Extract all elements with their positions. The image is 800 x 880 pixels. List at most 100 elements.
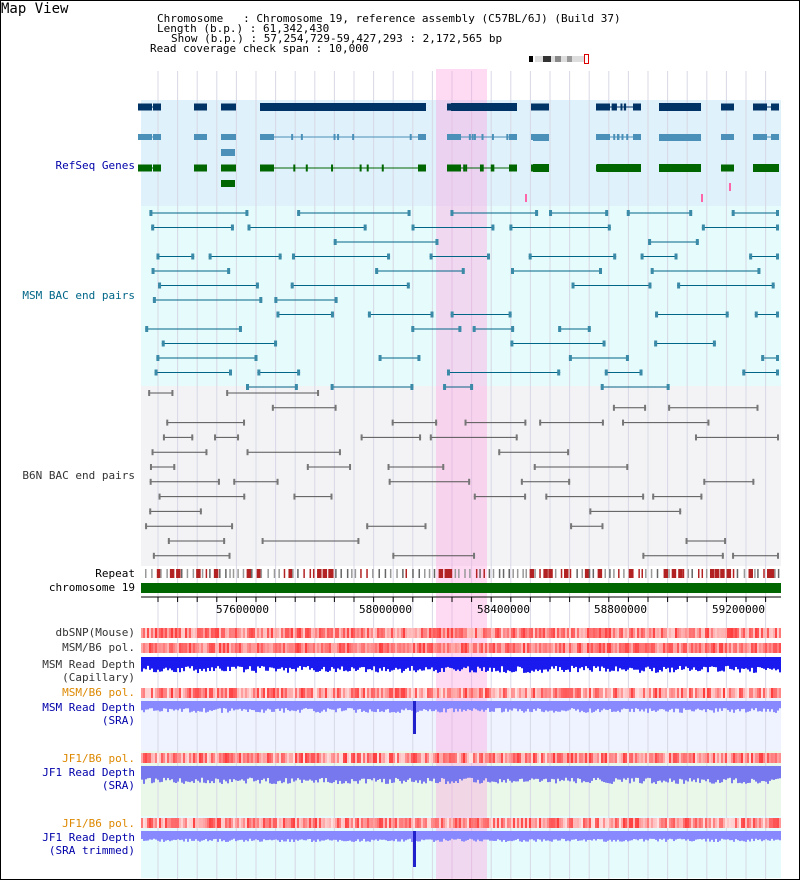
heat-cell	[469, 643, 471, 653]
depth-bar	[633, 657, 635, 670]
heat-cell	[277, 818, 279, 828]
depth-bar	[597, 831, 599, 840]
depth-bar	[647, 831, 649, 841]
depth-bar	[399, 657, 401, 669]
depth-bar	[209, 701, 211, 711]
heat-cell	[159, 643, 161, 653]
heat-cell	[663, 688, 665, 698]
depth-bar	[161, 657, 163, 672]
refseq-genes-label[interactable]: RefSeq Genes	[55, 159, 135, 172]
heat-cell	[571, 628, 573, 638]
msm-bac-label[interactable]: MSM BAC end pairs	[22, 289, 135, 302]
bac-end-marker	[330, 493, 333, 500]
msm-b6-pol-label[interactable]: MSM/B6 pol.	[62, 641, 135, 654]
heat-cell	[267, 818, 269, 828]
jf1-b6-pol2-label[interactable]: JF1/B6 pol.	[62, 817, 135, 830]
depth-bar	[587, 657, 589, 669]
depth-bar	[731, 701, 733, 710]
depth-bar	[287, 657, 289, 673]
gene-exon	[624, 103, 627, 111]
repeat-element	[687, 569, 690, 578]
heat-cell	[603, 643, 605, 653]
depth-bar	[157, 701, 159, 711]
heat-cell	[341, 628, 343, 638]
depth-bar	[195, 766, 197, 780]
depth-bar	[597, 766, 599, 778]
depth-bar	[663, 766, 665, 781]
bac-end-marker	[446, 369, 450, 376]
heat-cell	[743, 688, 745, 698]
heat-cell	[325, 628, 327, 638]
heat-cell	[199, 643, 201, 653]
depth-bar	[479, 766, 481, 784]
heat-cell	[149, 753, 151, 763]
msm-b6-pol2-label[interactable]: MSM/B6 pol.	[62, 686, 135, 699]
heat-cell	[659, 688, 661, 698]
depth-bar	[409, 701, 411, 710]
heat-cell	[625, 818, 627, 828]
heat-cell	[341, 818, 343, 828]
depth-bar	[675, 657, 677, 670]
jf1-read-depth-sra-label[interactable]: JF1 Read Depth (SRA)	[42, 766, 135, 792]
depth-bar	[529, 766, 531, 781]
heat-cell	[401, 818, 403, 828]
jf1-read-depth-trimmed-label[interactable]: JF1 Read Depth (SRA trimmed)	[42, 831, 135, 857]
depth-bar	[627, 657, 629, 670]
depth-bar	[707, 701, 709, 710]
msm-read-depth-capillary-label[interactable]: MSM Read Depth (Capillary)	[42, 658, 135, 684]
heat-cell	[615, 688, 617, 698]
heat-cell	[767, 753, 769, 763]
heat-cell	[417, 643, 419, 653]
heat-cell	[699, 753, 701, 763]
depth-bar	[223, 766, 225, 780]
repeat-element	[516, 569, 519, 578]
repeat-element	[145, 569, 147, 578]
heat-cell	[509, 643, 511, 653]
heat-cell	[735, 643, 737, 653]
jf1-b6-pol-label[interactable]: JF1/B6 pol.	[62, 752, 135, 765]
depth-bar	[247, 657, 249, 670]
msm-read-depth-sra-label[interactable]: MSM Read Depth (SRA)	[42, 701, 135, 727]
depth-bar	[735, 701, 737, 710]
heat-cell	[755, 628, 757, 638]
depth-bar	[477, 831, 479, 840]
depth-bar	[543, 831, 545, 840]
depth-bar	[535, 831, 537, 842]
depth-bar	[283, 831, 285, 842]
heat-cell	[721, 818, 723, 828]
depth-bar	[259, 657, 261, 669]
heat-cell	[187, 628, 189, 638]
gene-exon	[771, 134, 779, 140]
heat-cell	[647, 628, 649, 638]
heat-cell	[401, 628, 403, 638]
chromosome-ideogram[interactable]	[529, 54, 591, 64]
depth-bar	[357, 766, 359, 784]
heat-cell	[541, 818, 543, 828]
gene-exon	[153, 164, 161, 172]
depth-bar	[423, 831, 425, 841]
bac-end-marker	[777, 552, 779, 559]
depth-bar	[559, 766, 561, 782]
depth-bar	[507, 701, 509, 712]
depth-bar	[385, 831, 387, 841]
heat-cell	[593, 753, 595, 763]
dbsnp-label[interactable]: dbSNP(Mouse)	[55, 626, 135, 639]
depth-bar	[365, 701, 367, 713]
heat-cell	[259, 643, 261, 653]
b6n-bac-label[interactable]: B6N BAC end pairs	[22, 469, 135, 482]
heat-cell	[311, 628, 313, 638]
depth-bar	[373, 657, 375, 667]
heat-cell	[721, 628, 723, 638]
heat-cell	[403, 753, 405, 763]
heat-cell	[741, 628, 743, 638]
heat-cell	[443, 753, 445, 763]
bac-end-marker	[567, 449, 570, 456]
depth-bar	[319, 831, 321, 842]
heat-cell	[779, 688, 781, 698]
heat-cell	[347, 688, 349, 698]
depth-bar	[611, 657, 613, 671]
heat-cell	[341, 753, 343, 763]
repeat-element	[332, 569, 334, 578]
heat-cell	[199, 753, 201, 763]
depth-bar	[495, 831, 497, 841]
